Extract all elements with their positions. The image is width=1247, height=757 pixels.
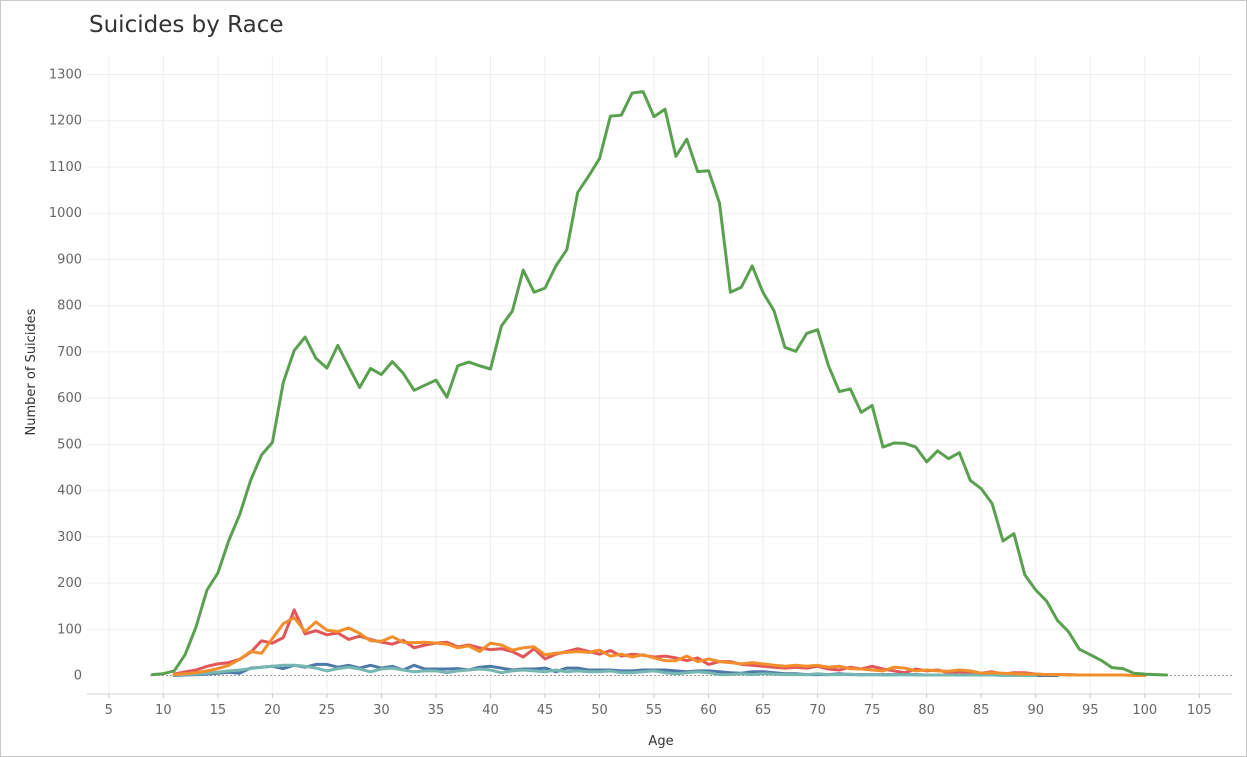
x-tick-label: 10 bbox=[155, 703, 172, 718]
gridlines bbox=[87, 56, 1232, 694]
y-tick-label: 800 bbox=[57, 299, 82, 314]
y-tick-label: 700 bbox=[57, 345, 82, 360]
x-tick-label: 45 bbox=[537, 703, 554, 718]
y-axis-label: Number of Suicides bbox=[24, 308, 39, 435]
x-tick-label: 30 bbox=[373, 703, 390, 718]
x-tick-label: 105 bbox=[1187, 703, 1212, 718]
x-tick-label: 55 bbox=[646, 703, 663, 718]
y-tick-label: 1300 bbox=[49, 67, 82, 82]
y-tick-label: 0 bbox=[74, 669, 82, 684]
y-axis-ticks: 0 100 200 300 400 500 600 700 800 900 1000 1100 1200… bbox=[49, 67, 82, 683]
y-tick-label: 900 bbox=[57, 252, 82, 267]
y-tick-label: 1200 bbox=[49, 114, 82, 129]
x-tick-label: 65 bbox=[755, 703, 772, 718]
y-tick-label: 300 bbox=[57, 530, 82, 545]
y-tick-label: 200 bbox=[57, 576, 82, 591]
series-line bbox=[172, 663, 1038, 677]
x-tick-label: 85 bbox=[973, 703, 990, 718]
x-tick-label: 15 bbox=[210, 703, 227, 718]
series-line bbox=[150, 90, 1169, 677]
chart-title: Suicides by Race bbox=[89, 12, 284, 38]
x-tick-label: 95 bbox=[1082, 703, 1099, 718]
x-tick-label: 90 bbox=[1027, 703, 1044, 718]
x-tick-label: 70 bbox=[809, 703, 826, 718]
x-tick-label: 40 bbox=[482, 703, 499, 718]
x-tick-label: 35 bbox=[428, 703, 445, 718]
x-tick-label: 100 bbox=[1132, 703, 1157, 718]
x-tick-label: 75 bbox=[864, 703, 881, 718]
x-axis-label: Age bbox=[648, 734, 673, 749]
x-tick-label: 20 bbox=[264, 703, 281, 718]
y-tick-label: 100 bbox=[57, 622, 82, 637]
x-tick-label: 25 bbox=[319, 703, 336, 718]
x-tick-label: 80 bbox=[918, 703, 935, 718]
x-axis-ticks: 5 10 15 20 25 30 35 40 45 50 55 60 65 70 75 80 85 90 95 100… bbox=[105, 694, 1212, 718]
series-line bbox=[172, 616, 1147, 677]
y-tick-label: 1000 bbox=[49, 206, 82, 221]
x-tick-label: 60 bbox=[700, 703, 717, 718]
x-tick-label: 5 bbox=[105, 703, 113, 718]
y-tick-label: 400 bbox=[57, 484, 82, 499]
y-tick-label: 600 bbox=[57, 391, 82, 406]
y-tick-label: 1100 bbox=[49, 160, 82, 175]
series-lines bbox=[150, 90, 1169, 677]
y-tick-label: 500 bbox=[57, 437, 82, 452]
x-tick-label: 50 bbox=[591, 703, 608, 718]
